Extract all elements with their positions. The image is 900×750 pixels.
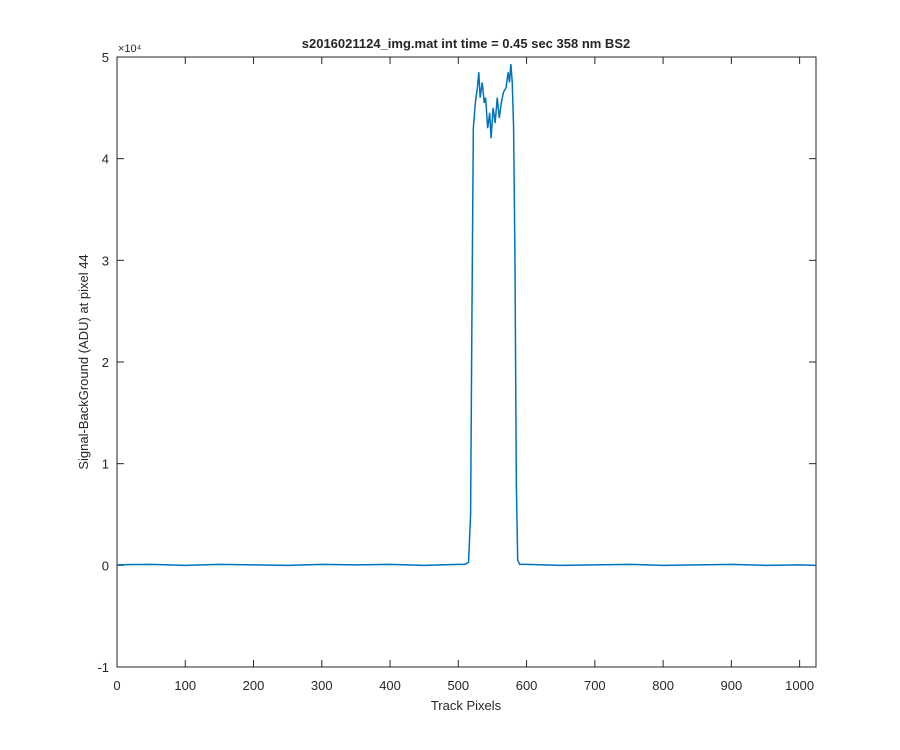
x-tick-label: 600 xyxy=(516,678,538,693)
y-tick-label: -1 xyxy=(97,660,109,675)
x-tick-label: 500 xyxy=(447,678,469,693)
x-tick-label: 1000 xyxy=(785,678,814,693)
x-tick-label: 400 xyxy=(379,678,401,693)
x-tick-label: 700 xyxy=(584,678,606,693)
x-tick-label: 0 xyxy=(113,678,120,693)
x-tick-label: 200 xyxy=(243,678,265,693)
y-tick-label: 5 xyxy=(102,50,109,65)
y-tick-label: 2 xyxy=(102,355,109,370)
x-tick-label: 800 xyxy=(652,678,674,693)
data-line xyxy=(116,64,817,567)
chart-title: s2016021124_img.mat int time = 0.45 sec … xyxy=(302,36,630,51)
x-tick-label: 100 xyxy=(174,678,196,693)
x-tick-label: 900 xyxy=(721,678,743,693)
y-multiplier: ×10⁴ xyxy=(118,43,142,55)
y-tick-label: 0 xyxy=(102,558,109,573)
y-tick-label: 4 xyxy=(102,152,109,167)
y-tick-label: 3 xyxy=(102,253,109,268)
x-tick-label: 300 xyxy=(311,678,333,693)
x-axis-label: Track Pixels xyxy=(431,698,502,713)
y-axis-label: Signal-BackGround (ADU) at pixel 44 xyxy=(76,254,91,469)
y-tick-label: 1 xyxy=(102,457,109,472)
